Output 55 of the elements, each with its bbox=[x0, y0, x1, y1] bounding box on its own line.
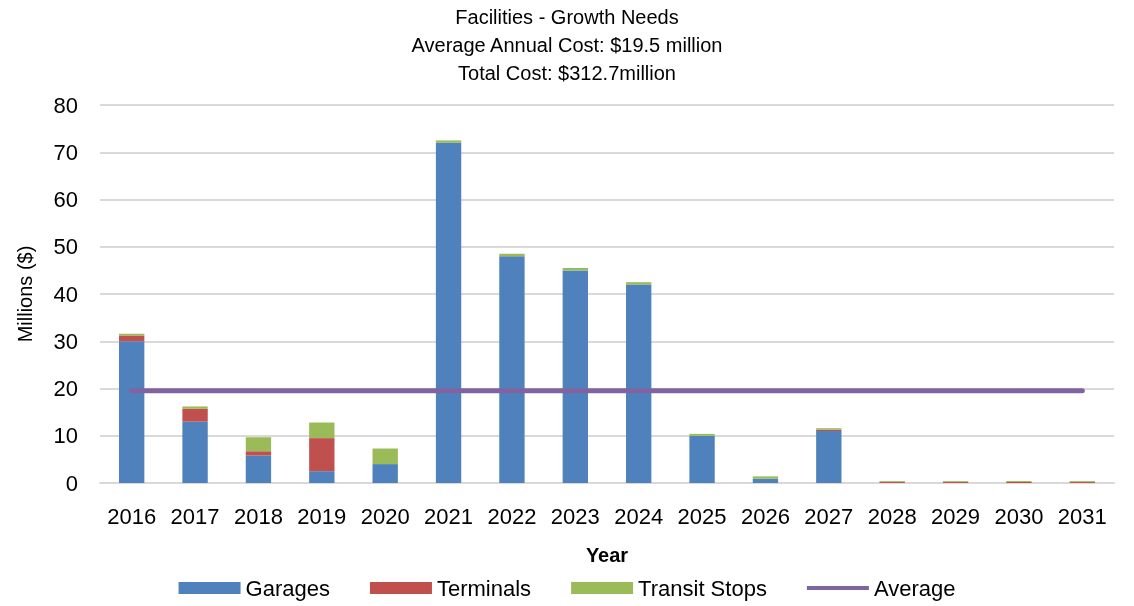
x-tick-label: 2021 bbox=[424, 503, 474, 529]
y-tick-label: 80 bbox=[53, 92, 78, 118]
legend-label: Terminals bbox=[436, 575, 532, 601]
legend-label: Average bbox=[873, 575, 956, 601]
bar bbox=[752, 476, 779, 479]
x-tick-label: 2030 bbox=[994, 503, 1044, 529]
x-tick-label: 2029 bbox=[931, 503, 981, 529]
bar bbox=[372, 448, 398, 465]
bar bbox=[435, 142, 462, 483]
bar bbox=[309, 471, 335, 483]
bar bbox=[182, 421, 208, 483]
y-tick-label: 50 bbox=[53, 234, 78, 260]
x-tick-label: 2026 bbox=[740, 503, 790, 529]
y-tick-label: 70 bbox=[53, 139, 78, 165]
x-tick-label: 2019 bbox=[297, 503, 347, 529]
y-tick-label: 30 bbox=[53, 328, 78, 354]
x-tick-label: 2017 bbox=[170, 503, 220, 529]
y-tick-label: 10 bbox=[53, 423, 78, 449]
bar bbox=[499, 256, 525, 483]
bar bbox=[245, 451, 272, 456]
x-tick-label: 2024 bbox=[614, 503, 664, 529]
x-tick-label: 2018 bbox=[233, 503, 283, 529]
bar bbox=[626, 282, 652, 285]
legend-label: Garages bbox=[245, 575, 330, 601]
bar bbox=[689, 435, 715, 483]
bar bbox=[562, 270, 588, 483]
chart-title: Facilities - Growth Needs bbox=[455, 6, 679, 28]
bar bbox=[119, 341, 145, 483]
bar bbox=[816, 431, 842, 483]
bar bbox=[435, 140, 462, 143]
x-tick-label: 2025 bbox=[677, 503, 727, 529]
y-tick-label: 40 bbox=[53, 281, 78, 307]
bar bbox=[626, 284, 652, 483]
x-tick-label: 2020 bbox=[360, 503, 410, 529]
bar bbox=[752, 478, 779, 483]
bar bbox=[245, 437, 272, 452]
bar bbox=[182, 408, 208, 422]
y-axis-title: Millions ($) bbox=[14, 245, 36, 343]
x-tick-label: 2028 bbox=[867, 503, 917, 529]
bar bbox=[309, 438, 335, 472]
x-tick-label: 2022 bbox=[487, 503, 537, 529]
bar bbox=[372, 464, 398, 483]
bar bbox=[245, 455, 272, 483]
y-tick-label: 0 bbox=[65, 470, 78, 496]
y-tick-label: 20 bbox=[53, 376, 78, 401]
y-tick-label: 60 bbox=[53, 187, 78, 212]
legend-label: Transit Stops bbox=[638, 575, 767, 601]
x-axis-title: Year bbox=[585, 544, 629, 566]
chart-subtitle: Average Annual Cost: $19.5 million Total Cost: $312.7million bbox=[411, 34, 723, 84]
bar bbox=[309, 422, 335, 439]
x-tick-label: 2016 bbox=[107, 503, 157, 529]
bar bbox=[182, 406, 208, 409]
x-tick-label: 2027 bbox=[804, 503, 854, 529]
x-tick-label: 2031 bbox=[1057, 503, 1107, 529]
x-tick-label: 2023 bbox=[550, 503, 600, 529]
